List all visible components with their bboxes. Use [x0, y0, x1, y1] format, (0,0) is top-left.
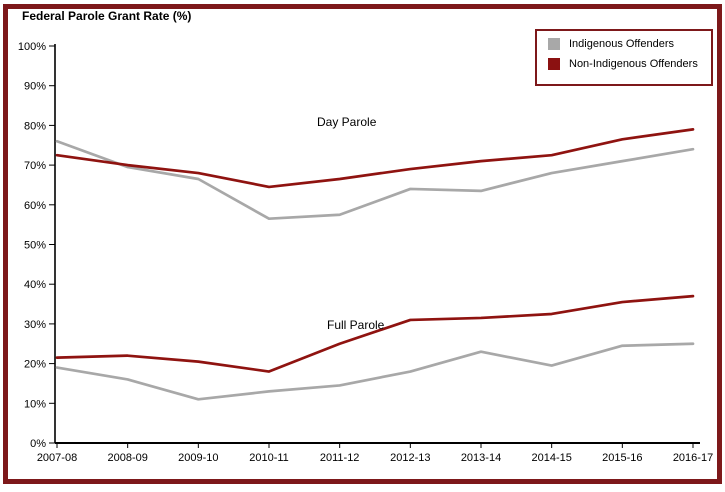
legend-label-indigenous: Indigenous Offenders: [569, 38, 674, 50]
x-axis-tick-label: 2009-10: [178, 452, 218, 464]
indigenous-swatch-icon: [548, 38, 560, 50]
series-line-day-parole-indigenous-offenders: [55, 139, 695, 221]
legend: Indigenous Offenders Non-Indigenous Offe…: [535, 29, 713, 86]
y-axis-tick-label: 90%: [24, 81, 46, 93]
x-axis-tick-label: 2011-12: [320, 452, 360, 464]
y-axis-tick-label: 50%: [24, 240, 46, 252]
non-indigenous-swatch-icon: [548, 58, 560, 70]
y-axis-tick-label: 100%: [18, 41, 46, 53]
legend-label-non-indigenous: Non-Indigenous Offenders: [569, 58, 698, 70]
y-axis-tick-label: 60%: [24, 200, 46, 212]
x-axis-tick-label: 2010-11: [249, 452, 289, 464]
series-line-day-parole-non-indigenous-offenders: [55, 128, 695, 189]
x-axis-tick-label: 2016-17: [673, 452, 713, 464]
x-axis-tick-label: 2013-14: [461, 452, 501, 464]
x-axis-tick-label: 2007-08: [37, 452, 77, 464]
series-line-full-parole-non-indigenous-offenders: [55, 294, 695, 373]
y-axis-tick-label: 0%: [30, 438, 46, 450]
y-axis-tick-label: 20%: [24, 359, 46, 371]
y-axis-tick-label: 10%: [24, 398, 46, 410]
full-parole-annotation: Full Parole: [327, 318, 385, 332]
legend-item-indigenous: Indigenous Offenders: [548, 38, 711, 50]
x-axis-tick-label: 2015-16: [602, 452, 642, 464]
y-axis-tick-label: 40%: [24, 279, 46, 291]
y-axis-tick-label: 80%: [24, 120, 46, 132]
x-axis-tick-label: 2008-09: [107, 452, 147, 464]
chart-title: Federal Parole Grant Rate (%): [22, 9, 192, 23]
x-axis-tick-label: 2012-13: [390, 452, 430, 464]
y-axis-tick-label: 30%: [24, 319, 46, 331]
day-parole-annotation: Day Parole: [317, 115, 377, 129]
series-line-full-parole-indigenous-offenders: [55, 342, 695, 401]
y-axis-tick-label: 70%: [24, 160, 46, 172]
legend-item-non-indigenous: Non-Indigenous Offenders: [548, 58, 711, 70]
x-axis-tick-label: 2014-15: [531, 452, 571, 464]
